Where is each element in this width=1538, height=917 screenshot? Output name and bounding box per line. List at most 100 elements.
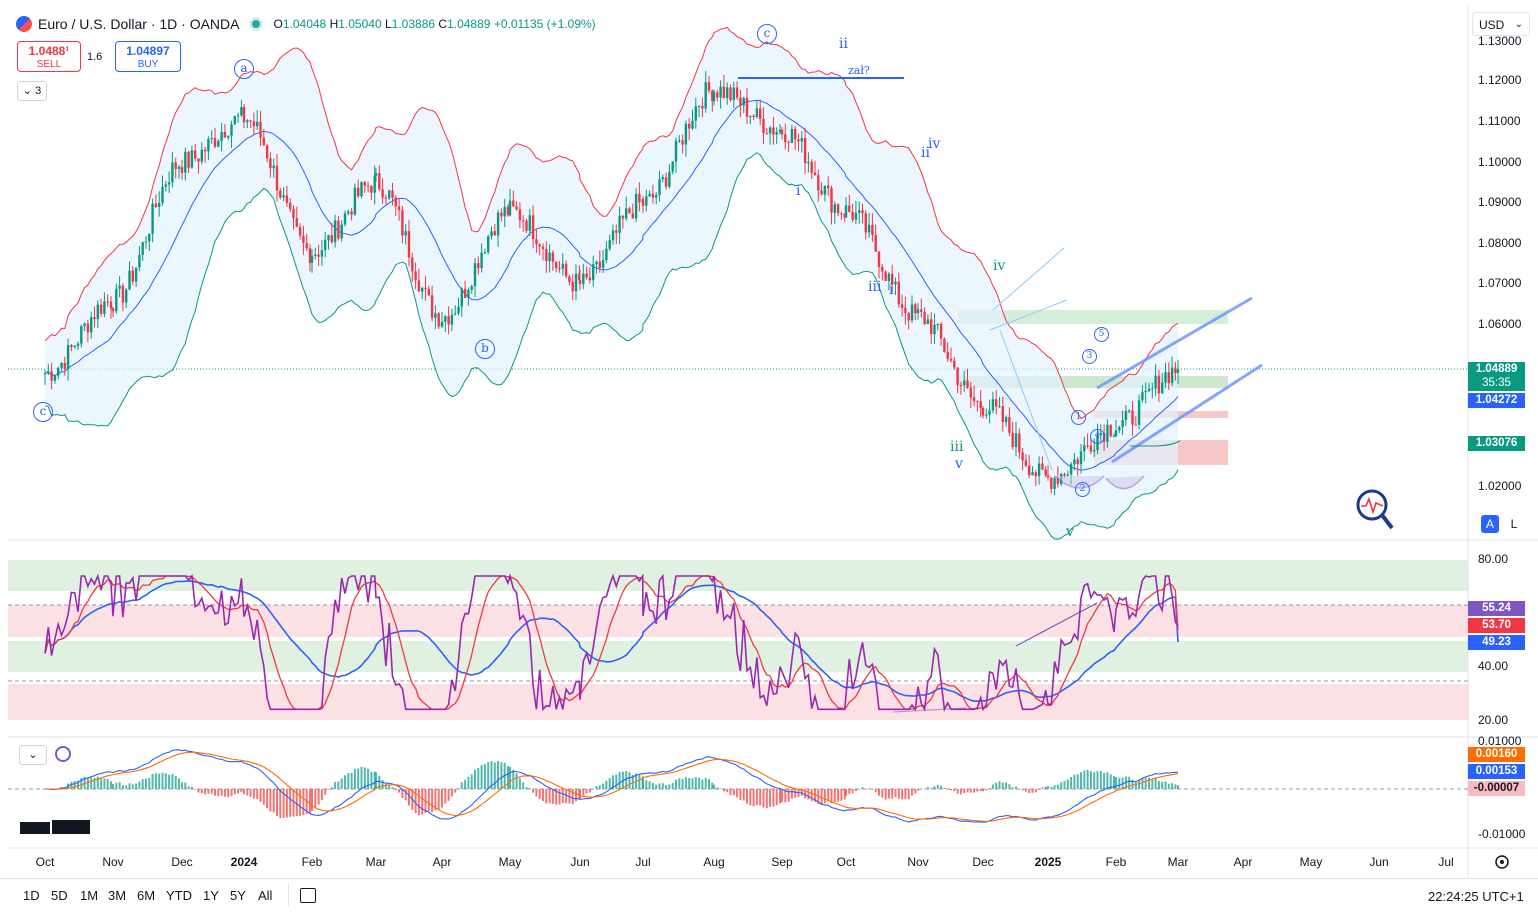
range-1m-button[interactable]: 1M xyxy=(80,888,99,903)
candle-body xyxy=(595,261,598,265)
macd-histogram-bar xyxy=(509,766,511,789)
range-6m-button[interactable]: 6M xyxy=(137,888,156,903)
candle-body xyxy=(877,251,881,267)
candle-body xyxy=(1031,472,1034,476)
refresh-icon[interactable] xyxy=(55,746,71,762)
candle-body xyxy=(83,323,86,326)
macd-histogram-bar xyxy=(804,789,807,799)
macd-histogram-bar xyxy=(230,789,233,797)
macd-histogram-bar xyxy=(1076,774,1079,789)
macd-histogram-bar xyxy=(602,783,605,789)
candle-body xyxy=(1128,410,1131,412)
range-3m-button[interactable]: 3M xyxy=(108,888,127,903)
macd-histogram-bar xyxy=(1134,782,1137,789)
time-axis-label: May xyxy=(1299,855,1323,869)
candle-body xyxy=(979,401,982,409)
macd-histogram-bar xyxy=(845,789,847,796)
candle-body xyxy=(197,158,200,162)
macd-collapse-button[interactable]: ⌄ xyxy=(19,745,47,765)
candle-body xyxy=(200,149,203,162)
candle-body xyxy=(1131,410,1134,425)
range-all-button[interactable]: All xyxy=(258,888,273,903)
macd-histogram-bar xyxy=(936,784,939,789)
indicators-collapse-button[interactable]: ⌄ 3 xyxy=(17,81,47,101)
macd-histogram-bar xyxy=(625,771,628,789)
macd-histogram-bar xyxy=(220,789,223,796)
sell-price: 1.0488¹ xyxy=(28,44,70,58)
symbol-title[interactable]: Euro / U.S. Dollar · 1D · OANDA xyxy=(38,16,240,32)
candle-body xyxy=(43,373,47,375)
candle-body xyxy=(1176,369,1180,373)
candle-body xyxy=(1093,450,1096,452)
candle-body xyxy=(972,397,976,401)
candle-body xyxy=(1106,424,1109,442)
macd-histogram-bar xyxy=(555,789,558,805)
macd-histogram-bar xyxy=(340,778,343,789)
macd-histogram-bar xyxy=(493,762,496,789)
macd-histogram-bar xyxy=(373,771,376,789)
rsi-band-upper-green xyxy=(8,560,1468,591)
candle-body xyxy=(664,177,668,187)
currency-select[interactable]: USD ⌄ xyxy=(1472,12,1530,36)
buy-button[interactable]: 1.04897 BUY xyxy=(115,41,181,72)
macd-histogram-bar xyxy=(881,789,884,798)
macd-histogram-bar xyxy=(874,789,877,793)
candle-body xyxy=(981,408,985,416)
macd-histogram-bar xyxy=(1141,778,1144,789)
candle-body xyxy=(430,295,434,318)
macd-histogram-bar xyxy=(427,789,430,812)
macd-histogram-bar xyxy=(1015,786,1017,789)
candle-body xyxy=(555,261,558,269)
candle-body xyxy=(830,188,833,213)
macd-histogram-bar xyxy=(779,789,781,804)
sell-button[interactable]: 1.0488¹ SELL xyxy=(17,41,81,72)
candle-body xyxy=(265,145,269,159)
candle-body xyxy=(503,206,506,217)
candle-body xyxy=(943,338,946,353)
macd-signal-line xyxy=(45,751,1179,822)
macd-histogram-bar xyxy=(398,789,401,793)
range-1d-button[interactable]: 1D xyxy=(23,888,40,903)
magnifier-icon[interactable] xyxy=(1356,489,1394,530)
macd-histogram-bar xyxy=(317,789,320,805)
price-tick: 1.06000 xyxy=(1478,317,1522,331)
eurusd-flag-icon xyxy=(16,16,32,32)
candle-body xyxy=(691,120,694,129)
macd-histogram-bar xyxy=(214,789,216,796)
candle-body xyxy=(1063,474,1066,476)
candle-body xyxy=(220,132,223,142)
candle-body xyxy=(840,213,843,215)
macd-histogram-bar xyxy=(200,789,203,794)
macd-histogram-bar xyxy=(535,789,538,797)
candle-body xyxy=(467,290,470,298)
macd-histogram-bar xyxy=(920,788,923,790)
time-axis-settings-icon[interactable] xyxy=(1495,855,1509,869)
auto-scale-button[interactable]: A xyxy=(1481,515,1499,533)
macd-histogram-bar xyxy=(311,789,313,812)
macd-histogram-bar xyxy=(1086,769,1089,789)
macd-histogram-bar xyxy=(204,789,207,795)
range-ytd-button[interactable]: YTD xyxy=(166,888,192,903)
macd-histogram-bar xyxy=(363,767,366,789)
macd-histogram-bar xyxy=(256,789,259,800)
candle-body xyxy=(946,352,949,359)
candle-body xyxy=(953,360,956,368)
range-5y-button[interactable]: 5Y xyxy=(230,888,246,903)
macd-histogram-bar xyxy=(772,789,775,807)
candle-body xyxy=(275,165,279,191)
macd-histogram-bar xyxy=(223,789,226,797)
calendar-icon[interactable] xyxy=(300,888,316,903)
macd-histogram-bar xyxy=(1073,774,1076,789)
macd-histogram-bar xyxy=(464,779,467,789)
log-scale-button[interactable]: L xyxy=(1510,517,1518,531)
macd-histogram-bar xyxy=(1106,772,1109,789)
range-1y-button[interactable]: 1Y xyxy=(203,888,219,903)
candle-body xyxy=(115,288,118,312)
range-5d-button[interactable]: 5D xyxy=(51,888,68,903)
clock-timezone[interactable]: 22:24:25 UTC+1 xyxy=(1428,889,1524,904)
macd-histogram-bar xyxy=(1041,787,1044,789)
macd-histogram-bar xyxy=(538,789,541,800)
macd-histogram-bar xyxy=(381,780,384,789)
rsi-ma-fast-line xyxy=(44,575,1179,711)
